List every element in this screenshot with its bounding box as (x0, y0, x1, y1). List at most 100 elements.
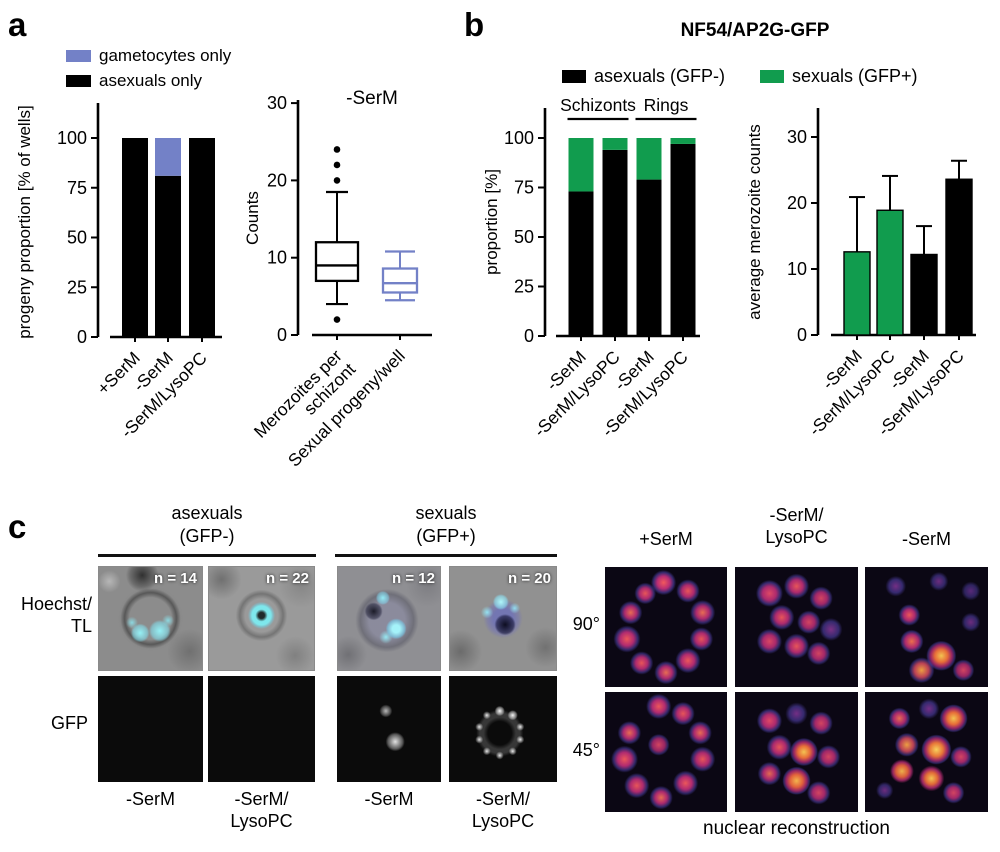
y-tick-label: 0 (277, 325, 287, 345)
col-label-line: LysoPC (471, 811, 535, 831)
legend-label: sexuals (GFP+) (792, 66, 918, 86)
micrograph-nuclear-serm-lysopc-45 (735, 692, 858, 812)
gametocytes-swatch (66, 50, 91, 62)
panel-b-title: NF54/AP2G-GFP (680, 20, 830, 41)
nr-header-line: LysoPC (765, 527, 828, 547)
nr-row-label-45: 45° (572, 740, 600, 760)
n-count-label: n = 20 (508, 570, 551, 587)
n-count-label: n = 14 (154, 570, 197, 587)
group-header: Rings (644, 95, 689, 115)
outlier-dot (333, 316, 341, 323)
bar-segment-sexualsGFP+ (636, 138, 662, 180)
group-header-line: sexuals (415, 503, 477, 523)
group-header: Schizonts (560, 95, 636, 115)
y-tick-label: 25 (67, 277, 87, 297)
micrograph-gfp-aserm (98, 676, 203, 782)
col-label-line: -SerM/ (476, 789, 530, 809)
legend-label: asexuals (GFP-) (594, 66, 726, 86)
y-tick-label: 0 (524, 326, 534, 346)
y-tick-label: 20 (267, 170, 287, 190)
sexuals-underline (335, 554, 557, 557)
row-label-line: TL (70, 616, 92, 636)
asexuals-underline (98, 554, 316, 557)
group-header-line: (GFP-) (179, 526, 235, 546)
col-label-serm-1: -SerM (126, 789, 175, 809)
outlier-dot (333, 177, 341, 184)
y-tick-label: 10 (787, 259, 807, 279)
panel-a-letter: a (8, 6, 27, 43)
n-count-label: n = 12 (392, 570, 435, 587)
bar (843, 251, 871, 336)
row-label-gfp: GFP (50, 713, 88, 733)
col-label-serm-2: -SerM (364, 789, 414, 809)
bar-segment-asexualsonly (189, 138, 215, 337)
bar-segment-asexualsGFP- (602, 149, 628, 336)
group-header-sexuals: sexuals (GFP+) (335, 502, 557, 548)
y-axis-title: progeny proportion [% of wells] (15, 105, 34, 338)
micrograph-hoechst-sserm: n = 12 (337, 566, 441, 671)
micrograph-gfp-sserm (337, 676, 441, 782)
bar-segment-asexualsonly (155, 175, 181, 337)
bar (876, 209, 904, 336)
bar (910, 253, 938, 336)
nr-header-line: -SerM/ (769, 505, 824, 525)
y-axis-title: Counts (243, 191, 262, 245)
y-tick-label: 75 (514, 178, 534, 198)
outlier-dot (333, 161, 341, 169)
asexuals-swatch (66, 75, 91, 87)
y-tick-label: 75 (67, 178, 87, 198)
bar-segment-sexualsGFP+ (670, 138, 696, 144)
panel-c-letter: c (8, 508, 27, 545)
legend-label: gametocytes only (99, 46, 232, 65)
y-axis-title: proportion [%] (482, 169, 501, 275)
asexuals-gfp-neg-swatch (562, 70, 586, 83)
nr-header-serm-lysopc: -SerM/ LysoPC (735, 504, 858, 548)
row-label-line: Hoechst/ (20, 594, 92, 614)
sexuals-gfp-pos-swatch (760, 70, 784, 83)
nr-header-serm: -SerM (902, 529, 951, 549)
n-count-label: n = 22 (266, 570, 309, 587)
box (314, 241, 360, 283)
bar-segment-asexualsGFP- (670, 143, 696, 336)
legend-item-gametocytes: gametocytes only (66, 46, 231, 66)
legend-item-asexuals: asexuals only (66, 71, 231, 91)
micrograph-gfp-aserm-lysopc (208, 676, 315, 782)
micrograph-gfp-sserm-lysopc (449, 676, 557, 782)
y-tick-label: 30 (267, 93, 287, 113)
bar-segment-sexualsGFP+ (602, 138, 628, 150)
box (381, 267, 419, 294)
panel-a-legend: gametocytes only asexuals only (66, 46, 231, 96)
y-axis-title: average merozoite counts (745, 124, 764, 320)
micrograph-nuclear-serm-45 (865, 692, 988, 812)
bar-segment-asexualsonly (122, 138, 148, 337)
y-tick-label: 100 (504, 128, 534, 148)
group-header-line: (GFP+) (416, 526, 476, 546)
y-tick-label: 0 (797, 325, 807, 345)
micrograph-nuclear-pserm-45 (605, 692, 727, 812)
y-tick-label: 100 (57, 128, 87, 148)
legend-item-sexuals-gfp-pos: sexuals (GFP+) (760, 66, 918, 87)
micrograph-hoechst-sserm-lysopc: n = 20 (449, 566, 557, 671)
col-label-line: -SerM/ (234, 789, 289, 809)
micrograph-nuclear-serm-lysopc-90 (735, 567, 858, 687)
nr-caption: nuclear reconstruction (703, 818, 890, 839)
bar-segment-sexualsGFP+ (568, 138, 594, 192)
bar-segment-asexualsGFP- (636, 179, 662, 336)
row-label-hoechst-tl: Hoechst/ TL (0, 593, 92, 637)
panel-b-letter: b (464, 6, 485, 43)
y-tick-label: 50 (514, 227, 534, 247)
legend-item-asexuals-gfp-neg: asexuals (GFP-) (562, 66, 725, 87)
bar-segment-asexualsGFP- (568, 191, 594, 336)
y-tick-label: 25 (514, 277, 534, 297)
col-label-serm-lysopc-2: -SerM/ LysoPC (449, 788, 557, 832)
legend-label: asexuals only (99, 71, 203, 90)
nr-row-label-90: 90° (572, 614, 600, 634)
y-tick-label: 30 (787, 127, 807, 147)
y-tick-label: 0 (77, 327, 87, 347)
micrograph-nuclear-pserm-90 (605, 567, 727, 687)
y-tick-label: 50 (67, 228, 87, 248)
chart-title: -SerM (346, 88, 398, 109)
group-header-line: asexuals (171, 503, 243, 523)
